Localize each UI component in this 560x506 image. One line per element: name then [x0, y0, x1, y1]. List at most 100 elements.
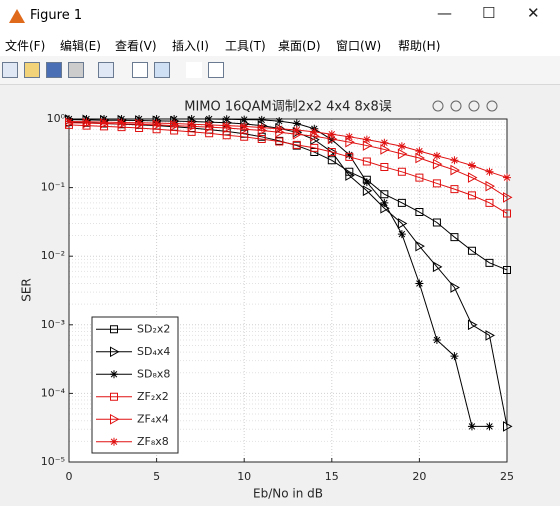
marker: [310, 127, 319, 136]
marker: [362, 157, 371, 166]
marker: [205, 120, 214, 129]
tool-link[interactable]: [98, 62, 114, 78]
marker: [327, 135, 336, 144]
marker: [222, 117, 233, 129]
marker: [397, 198, 406, 207]
marker: [485, 330, 495, 341]
marker: [432, 218, 441, 227]
tool-new[interactable]: [2, 62, 18, 78]
menu-item[interactable]: 文件(F): [5, 39, 46, 53]
marker: [450, 233, 459, 242]
tool-legend[interactable]: [154, 62, 170, 78]
series-line: [68, 120, 508, 179]
marker: [205, 121, 215, 133]
menu-item[interactable]: 帮助(H): [398, 39, 441, 53]
marker: [117, 114, 128, 126]
marker: [170, 115, 180, 127]
marker: [450, 164, 460, 176]
marker: [467, 422, 476, 431]
close[interactable]: ✕: [527, 4, 540, 22]
marker: [82, 114, 93, 126]
title-bar: Figure 1 — ☐ ✕: [0, 0, 560, 32]
marker: [345, 132, 354, 141]
marker: [292, 126, 303, 138]
menu-item[interactable]: 窗口(W): [336, 39, 382, 53]
marker: [187, 127, 196, 136]
marker: [345, 170, 355, 181]
marker: [100, 115, 109, 123]
marker: [170, 119, 179, 128]
marker: [275, 136, 284, 145]
marker: [152, 119, 163, 131]
tool-inspector[interactable]: [208, 62, 224, 78]
menu-item[interactable]: 桌面(D): [278, 39, 321, 53]
marker: [327, 146, 338, 158]
marker: [135, 118, 145, 130]
marker: [310, 148, 319, 157]
tool-print[interactable]: [68, 62, 84, 78]
marker: [82, 117, 91, 126]
x-tick-label: 25: [500, 470, 514, 483]
maximize[interactable]: ☐: [482, 4, 496, 22]
marker: [170, 122, 179, 131]
series-line: [68, 119, 508, 427]
marker: [450, 352, 459, 361]
marker: [485, 198, 494, 207]
marker: [415, 279, 424, 288]
minimize[interactable]: —: [437, 4, 452, 22]
marker: [432, 336, 441, 345]
marker: [380, 198, 389, 207]
chart-title: MIMO 16QAM调制2x2 4x4 8x8误: [184, 100, 392, 115]
marker: [205, 125, 214, 134]
marker: [485, 167, 494, 176]
tool-open[interactable]: [24, 62, 40, 78]
tool-colorbar[interactable]: [132, 62, 148, 78]
x-axis-label: Eb/No in dB: [253, 487, 323, 501]
menu-item[interactable]: 工具(T): [225, 39, 266, 53]
marker: [345, 136, 355, 148]
toolbar: [0, 56, 560, 85]
tool-pointer[interactable]: [186, 62, 202, 78]
marker: [187, 121, 198, 132]
marker: [240, 118, 250, 130]
marker: [362, 178, 371, 187]
marker: [100, 119, 109, 128]
tool-save[interactable]: [46, 62, 62, 78]
marker: [152, 125, 161, 134]
marker: [397, 218, 408, 229]
menu-item[interactable]: 查看(V): [115, 39, 157, 53]
axes-box: [68, 118, 508, 463]
marker: [240, 115, 249, 124]
y-tick-label: 10⁻²: [41, 249, 65, 262]
marker: [310, 130, 320, 142]
legend-marker: [110, 325, 118, 334]
series-line: [68, 122, 508, 198]
menu-item[interactable]: 编辑(E): [60, 39, 101, 53]
marker: [415, 208, 424, 217]
marker: [82, 117, 93, 129]
marker: [380, 190, 389, 199]
marker: [152, 121, 161, 130]
marker: [327, 133, 338, 145]
y-axis-label: SER: [20, 278, 34, 302]
y-tick-label: 10⁻⁴: [41, 386, 66, 399]
marker: [205, 115, 214, 123]
marker: [467, 246, 476, 255]
marker: [362, 175, 371, 184]
marker: [275, 126, 285, 138]
y-tick-label: 10⁻¹: [41, 181, 65, 194]
menu-item[interactable]: 插入(I): [172, 39, 209, 53]
legend-label: SD₂x2: [137, 322, 170, 335]
marker: [415, 240, 425, 252]
y-tick-label: 10⁻⁵: [41, 455, 65, 468]
marker: [222, 131, 231, 140]
menu-bar: 文件(F) 编辑(E) 查看(V) 插入(I) 工具(T) 桌面(D) 窗口(W) 帮助(H): [0, 32, 560, 56]
marker: [362, 135, 371, 144]
axes-background: [69, 119, 507, 462]
marker: [485, 422, 494, 431]
marker: [450, 185, 459, 194]
marker: [310, 124, 319, 133]
legend-label: SD₈x8: [137, 367, 170, 380]
legend-marker: [110, 370, 118, 379]
marker: [152, 119, 161, 128]
